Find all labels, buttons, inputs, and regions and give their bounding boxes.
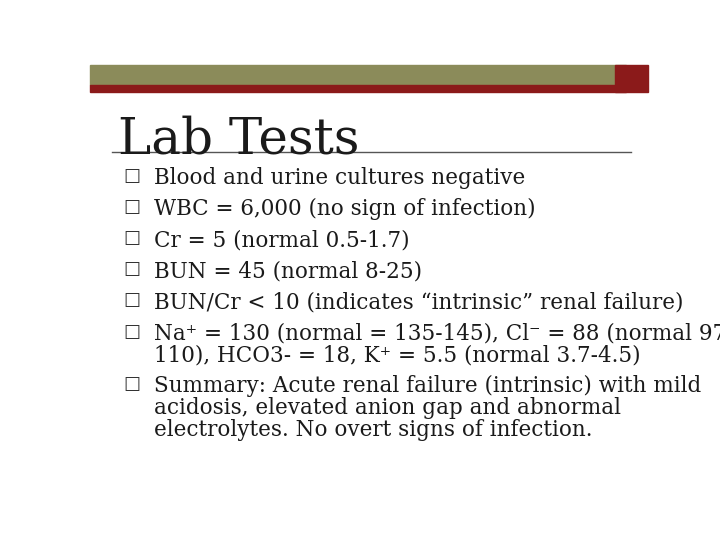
- Bar: [615, 65, 648, 92]
- Text: electrolytes. No overt signs of infection.: electrolytes. No overt signs of infectio…: [154, 418, 593, 441]
- Text: BUN/Cr < 10 (indicates “intrinsic” renal failure): BUN/Cr < 10 (indicates “intrinsic” renal…: [154, 292, 684, 313]
- Text: Na⁺ = 130 (normal = 135-145), Cl⁻ = 88 (normal 97-: Na⁺ = 130 (normal = 135-145), Cl⁻ = 88 (…: [154, 322, 720, 345]
- Text: □: □: [124, 322, 140, 341]
- Text: BUN = 45 (normal 8-25): BUN = 45 (normal 8-25): [154, 260, 423, 282]
- Text: 110), HCO3- = 18, K⁺ = 5.5 (normal 3.7-4.5): 110), HCO3- = 18, K⁺ = 5.5 (normal 3.7-4…: [154, 344, 641, 366]
- Text: Blood and urine cultures negative: Blood and urine cultures negative: [154, 167, 526, 188]
- Text: Lab Tests: Lab Tests: [118, 114, 359, 164]
- Text: □: □: [124, 229, 140, 247]
- Text: □: □: [124, 375, 140, 394]
- Text: □: □: [124, 260, 140, 278]
- Text: Cr = 5 (normal 0.5-1.7): Cr = 5 (normal 0.5-1.7): [154, 229, 410, 251]
- Bar: [90, 65, 626, 85]
- Text: □: □: [124, 198, 140, 216]
- Text: □: □: [124, 167, 140, 185]
- Text: Summary: Acute renal failure (intrinsic) with mild: Summary: Acute renal failure (intrinsic)…: [154, 375, 701, 397]
- Text: acidosis, elevated anion gap and abnormal: acidosis, elevated anion gap and abnorma…: [154, 397, 621, 419]
- Bar: [90, 85, 626, 92]
- Text: WBC = 6,000 (no sign of infection): WBC = 6,000 (no sign of infection): [154, 198, 536, 220]
- Text: □: □: [124, 292, 140, 309]
